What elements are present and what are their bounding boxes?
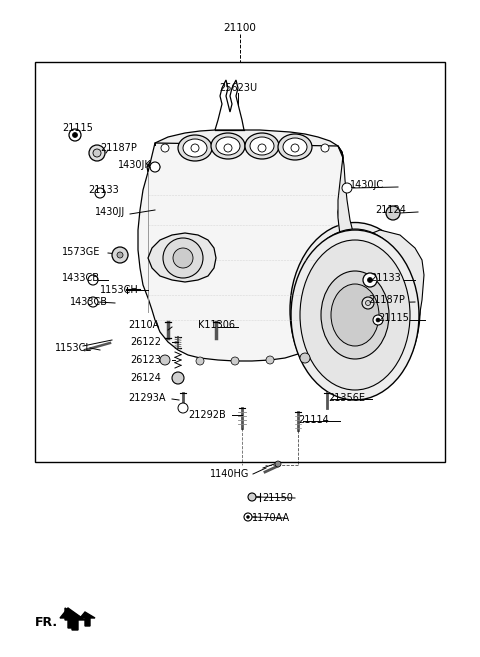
Circle shape (69, 129, 81, 141)
Circle shape (178, 403, 188, 413)
Circle shape (163, 238, 203, 278)
Text: 21356E: 21356E (328, 393, 365, 403)
Text: 21124: 21124 (375, 205, 406, 215)
Circle shape (275, 461, 281, 467)
Circle shape (150, 162, 160, 172)
Text: 1433CB: 1433CB (62, 273, 100, 283)
Circle shape (248, 493, 256, 501)
Text: 21100: 21100 (224, 23, 256, 33)
Circle shape (72, 133, 77, 137)
Circle shape (362, 297, 374, 309)
Text: 1430JK: 1430JK (118, 160, 152, 170)
Circle shape (266, 356, 274, 364)
Circle shape (160, 355, 170, 365)
Text: 21187P: 21187P (100, 143, 137, 153)
Circle shape (196, 357, 204, 365)
Polygon shape (147, 130, 343, 180)
Circle shape (300, 353, 310, 363)
Polygon shape (328, 146, 424, 380)
Text: 1430JC: 1430JC (350, 180, 384, 190)
Circle shape (291, 144, 299, 152)
Circle shape (88, 275, 98, 285)
Text: K11306: K11306 (198, 320, 235, 330)
Polygon shape (80, 612, 95, 626)
Polygon shape (65, 608, 85, 630)
Circle shape (173, 248, 193, 268)
Circle shape (231, 357, 239, 365)
Ellipse shape (216, 137, 240, 155)
Text: FR.: FR. (35, 616, 58, 629)
Circle shape (89, 145, 105, 161)
Circle shape (88, 297, 98, 307)
Ellipse shape (296, 229, 414, 391)
Bar (35, 62, 445, 462)
Circle shape (172, 372, 184, 384)
Ellipse shape (245, 133, 279, 159)
Text: 2110A: 2110A (128, 320, 159, 330)
Circle shape (376, 318, 380, 322)
Ellipse shape (291, 230, 419, 400)
Text: 21133: 21133 (370, 273, 401, 283)
Text: 21293A: 21293A (128, 393, 166, 403)
Text: 1433CB: 1433CB (70, 297, 108, 307)
Text: 21133: 21133 (88, 185, 119, 195)
Text: 21115: 21115 (62, 123, 93, 133)
Circle shape (93, 149, 101, 157)
Text: 25623U: 25623U (219, 83, 257, 93)
Circle shape (117, 252, 123, 258)
Text: 21115: 21115 (378, 313, 409, 323)
Circle shape (258, 144, 266, 152)
Polygon shape (138, 143, 343, 361)
Circle shape (244, 513, 252, 521)
Text: 1573GE: 1573GE (62, 247, 100, 257)
Ellipse shape (331, 284, 379, 346)
Text: 1430JJ: 1430JJ (95, 207, 125, 217)
Circle shape (161, 144, 169, 152)
Ellipse shape (329, 277, 381, 343)
Text: 1153CH: 1153CH (100, 285, 139, 295)
Ellipse shape (319, 265, 391, 355)
Text: 21150: 21150 (262, 493, 293, 503)
Text: 26124: 26124 (130, 373, 161, 383)
Ellipse shape (278, 134, 312, 160)
Text: 1140HG: 1140HG (210, 469, 250, 479)
Text: 21292B: 21292B (188, 410, 226, 420)
Ellipse shape (178, 135, 212, 161)
Circle shape (191, 144, 199, 152)
Circle shape (373, 315, 383, 325)
Ellipse shape (250, 137, 274, 155)
Circle shape (95, 188, 105, 198)
Circle shape (224, 144, 232, 152)
Text: 1153CL: 1153CL (55, 343, 92, 353)
Ellipse shape (290, 223, 420, 397)
Ellipse shape (321, 271, 389, 359)
Ellipse shape (211, 133, 245, 159)
Text: 1170AA: 1170AA (252, 513, 290, 523)
Circle shape (342, 183, 352, 193)
Ellipse shape (300, 240, 410, 390)
Circle shape (363, 273, 377, 287)
Circle shape (386, 206, 400, 220)
Polygon shape (60, 608, 82, 628)
Circle shape (368, 277, 372, 283)
Ellipse shape (283, 138, 307, 156)
Circle shape (321, 144, 329, 152)
Text: 26122: 26122 (130, 337, 161, 347)
Circle shape (365, 300, 371, 306)
Text: 26123: 26123 (130, 355, 161, 365)
Ellipse shape (183, 139, 207, 157)
Text: 21114: 21114 (298, 415, 329, 425)
Circle shape (247, 516, 250, 518)
Text: 21187P: 21187P (368, 295, 405, 305)
Circle shape (112, 247, 128, 263)
Polygon shape (148, 233, 216, 282)
